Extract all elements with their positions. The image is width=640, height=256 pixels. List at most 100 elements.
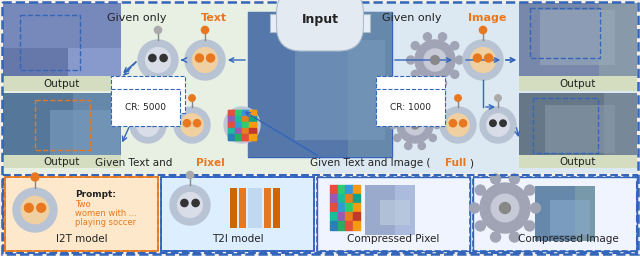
Bar [235,110,242,116]
Circle shape [525,185,534,195]
Bar [235,134,242,140]
Circle shape [181,114,203,136]
Bar [533,98,598,153]
Bar [3,155,121,168]
Bar [5,177,158,251]
Circle shape [424,79,431,87]
Circle shape [397,107,433,143]
Text: CR: 10000: CR: 10000 [125,90,172,99]
Bar [337,221,345,230]
Circle shape [404,101,412,108]
Bar [242,122,249,128]
Bar [337,212,345,221]
Circle shape [195,54,204,62]
Bar [353,221,360,230]
Circle shape [389,121,397,129]
Circle shape [463,40,503,80]
Circle shape [424,49,446,71]
Circle shape [480,183,530,233]
Circle shape [418,101,426,108]
Bar [249,128,256,134]
Circle shape [470,48,495,72]
Text: Given only: Given only [382,13,445,23]
Circle shape [150,120,156,126]
Circle shape [415,40,455,80]
Circle shape [500,120,506,126]
Ellipse shape [224,107,260,143]
Circle shape [531,203,541,213]
Bar [249,134,256,140]
Circle shape [13,188,57,232]
Bar [519,3,599,91]
Text: Given Text and: Given Text and [95,158,176,168]
Circle shape [487,114,509,136]
Bar [353,203,360,212]
Bar [242,128,249,134]
Bar [345,221,353,230]
Bar [242,134,249,140]
Bar [235,128,242,134]
Bar [20,15,80,70]
Bar [519,3,637,91]
Bar [235,134,242,140]
Bar [519,93,604,168]
Text: women with ...: women with ... [75,209,137,218]
Circle shape [447,114,469,136]
Circle shape [490,120,496,126]
Circle shape [186,172,194,179]
Bar [228,122,235,128]
Bar [235,128,242,134]
Circle shape [178,193,202,217]
Text: Output: Output [560,157,596,167]
Circle shape [154,26,162,34]
Bar [228,134,235,140]
Circle shape [418,142,426,150]
Circle shape [189,95,195,101]
Bar [230,188,237,228]
Text: Compressed Pixel: Compressed Pixel [347,234,439,244]
Circle shape [184,120,191,127]
Bar [550,200,590,235]
Bar [242,134,249,140]
Circle shape [412,42,419,50]
Circle shape [149,54,156,62]
Text: Two: Two [75,200,91,209]
Text: Pixel: Pixel [196,158,225,168]
Text: CR: 5000: CR: 5000 [125,103,166,112]
Circle shape [31,173,39,181]
Circle shape [491,174,500,184]
Text: Given Text and Image (: Given Text and Image ( [310,158,430,168]
Bar [249,110,256,116]
Text: CR: 1000: CR: 1000 [390,103,431,112]
Bar [248,12,392,157]
Circle shape [484,54,493,62]
Text: Input: Input [301,16,339,29]
Bar [228,128,235,134]
Bar [330,194,337,203]
Bar [353,185,360,194]
Bar [345,212,353,221]
Bar [330,221,337,230]
Bar [337,194,345,203]
Circle shape [140,120,146,126]
Bar [235,116,242,122]
Bar [5,177,158,251]
Circle shape [429,109,436,116]
Circle shape [405,115,425,135]
Circle shape [492,194,519,222]
Circle shape [470,203,479,213]
Circle shape [525,221,534,231]
Text: Full: Full [445,158,467,168]
Text: playing soccer: playing soccer [75,218,136,227]
Circle shape [193,120,201,127]
Circle shape [160,54,167,62]
Circle shape [207,54,214,62]
Circle shape [433,121,440,129]
Bar [345,194,353,203]
Circle shape [476,221,485,231]
Circle shape [438,79,447,87]
Circle shape [509,174,520,184]
Bar [295,40,385,140]
Circle shape [411,121,419,129]
Circle shape [174,107,210,143]
